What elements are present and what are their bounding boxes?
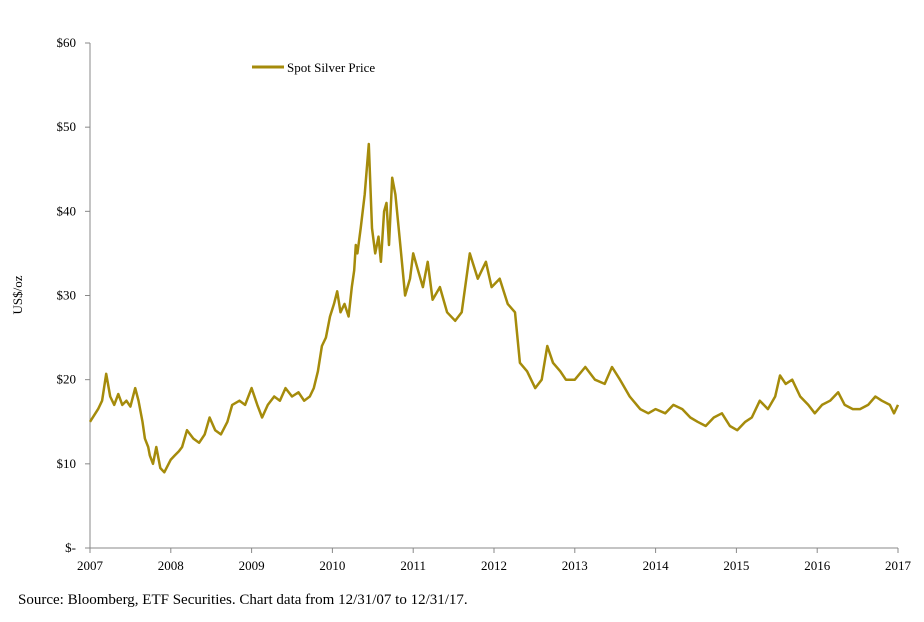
x-tick-label: 2017: [885, 558, 912, 573]
x-tick-label: 2007: [77, 558, 104, 573]
x-tick-label: 2008: [158, 558, 184, 573]
x-tick-label: 2016: [804, 558, 831, 573]
y-tick-label: $10: [57, 456, 77, 471]
x-tick-label: 2013: [562, 558, 588, 573]
x-tick-label: 2014: [643, 558, 670, 573]
y-tick-label: $30: [57, 288, 77, 303]
x-tick-label: 2011: [400, 558, 426, 573]
source-note: Source: Bloomberg, ETF Securities. Chart…: [18, 592, 468, 608]
y-tick-label: $40: [57, 203, 77, 218]
y-tick-label: $50: [57, 119, 77, 134]
price-line: [88, 142, 900, 474]
legend-label: Spot Silver Price: [287, 60, 375, 75]
x-tick-label: 2009: [239, 558, 265, 573]
y-tick-label: $20: [57, 372, 77, 387]
x-tick-label: 2010: [319, 558, 345, 573]
y-tick-label: $60: [57, 35, 77, 50]
y-tick-label: $-: [65, 540, 76, 555]
x-tick-label: 2012: [481, 558, 507, 573]
x-tick-label: 2015: [723, 558, 749, 573]
y-axis-label: US$/oz: [10, 275, 25, 314]
